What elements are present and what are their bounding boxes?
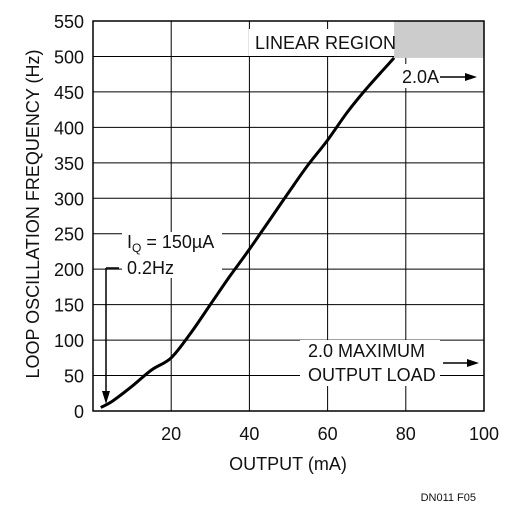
figure-code: DN011 F05 <box>421 492 476 504</box>
y-tick-label: 100 <box>54 331 84 351</box>
y-tick-label: 150 <box>54 296 84 316</box>
y-tick-label: 350 <box>54 154 84 174</box>
series-line <box>100 56 396 409</box>
max-load-line1: 2.0 MAXIMUM <box>308 341 425 361</box>
x-tick-label: 20 <box>161 424 181 444</box>
x-tick-label: 60 <box>318 424 338 444</box>
frequency-label: 0.2Hz <box>127 258 174 278</box>
x-tick-label: 80 <box>396 424 416 444</box>
plot-frame <box>92 20 485 412</box>
current-arrow <box>440 73 477 81</box>
current-label: 2.0A <box>402 67 439 87</box>
y-tick-label: 50 <box>64 367 84 387</box>
y-axis-label: LOOP OSCILLATION FREQUENCY (Hz) <box>23 49 43 378</box>
linear-region-label: LINEAR REGION <box>255 33 396 53</box>
y-tick-label: 250 <box>54 225 84 245</box>
x-axis-ticks: 20 40 60 80 100 <box>161 424 499 444</box>
iq-label-bg <box>122 232 222 278</box>
y-tick-label: 450 <box>54 83 84 103</box>
iq-value: = 150µA <box>141 232 214 252</box>
y-tick-label: 0 <box>74 402 84 422</box>
x-tick-label: 40 <box>239 424 259 444</box>
y-tick-label: 550 <box>54 12 84 32</box>
max-load-arrow <box>443 359 479 367</box>
y-tick-label: 400 <box>54 118 84 138</box>
x-axis-label: OUTPUT (mA) <box>229 454 347 474</box>
x-tick-label: 100 <box>469 424 499 444</box>
max-load-label-bg <box>300 340 440 386</box>
max-load-line2: OUTPUT LOAD <box>308 365 436 385</box>
y-axis-ticks: 0 50 100 150 200 250 300 350 400 450 500 550 <box>54 12 84 422</box>
y-tick-label: 300 <box>54 189 84 209</box>
linear-region-shading <box>394 21 484 58</box>
iq-leader-arrow <box>102 267 119 404</box>
quiescent-current-label: IQ = 150µA <box>127 232 214 255</box>
linear-region-label-bg <box>249 29 391 56</box>
y-tick-label: 200 <box>54 260 84 280</box>
iq-subscript: Q <box>132 241 141 255</box>
iq-symbol: I <box>127 232 132 252</box>
y-tick-label: 500 <box>54 47 84 67</box>
